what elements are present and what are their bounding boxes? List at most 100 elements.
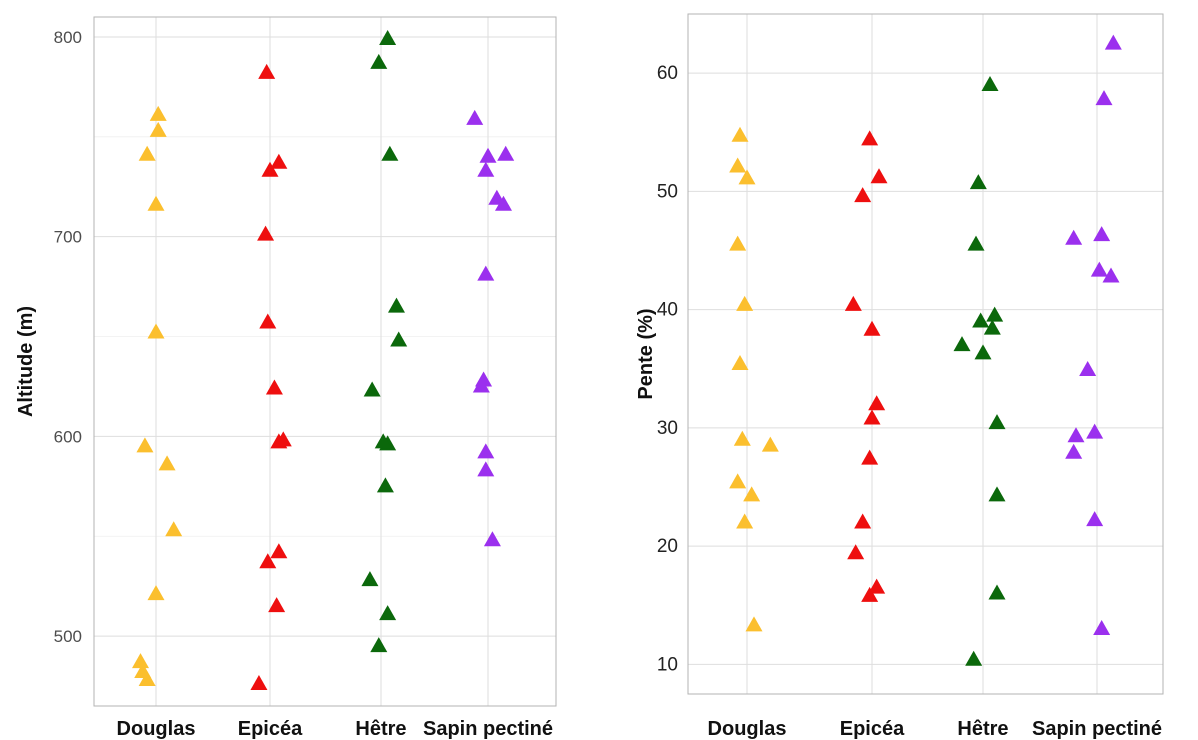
altitude-panel: 500 600 700 800 Douglas Epicéa Hêtre Sapin pect…: [15, 16, 557, 740]
data-point-triangle: [1086, 511, 1104, 527]
data-point-triangle: [1102, 267, 1120, 283]
data-point-triangle: [1086, 423, 1104, 439]
data-point-triangle: [861, 449, 879, 465]
data-point-triangle: [479, 147, 497, 163]
data-point-triangle: [274, 431, 292, 447]
data-point-triangle: [477, 265, 495, 281]
data-point-triangle: [1067, 427, 1085, 443]
data-point-triangle: [379, 29, 397, 45]
data-point-triangle: [259, 553, 277, 569]
y-axis-label: Altitude (m): [15, 306, 37, 417]
x-tick-label: Sapin pectiné: [1032, 718, 1162, 740]
data-point-triangle: [165, 521, 183, 537]
data-point-triangle: [1093, 619, 1111, 635]
y-tick-label: 60: [657, 63, 678, 84]
data-point-triangle: [258, 63, 276, 79]
y-tick-label: 50: [657, 181, 678, 202]
data-point-triangle: [147, 195, 165, 211]
data-point-triangle: [1095, 90, 1113, 106]
data-point-triangle: [147, 323, 165, 339]
x-tick-label: Epicéa: [238, 718, 303, 740]
data-point-triangle: [1090, 261, 1108, 277]
y-tick-label: 30: [657, 418, 678, 439]
panel-border: [687, 13, 1164, 695]
data-point-triangle: [981, 75, 999, 91]
data-point-triangle: [257, 225, 275, 241]
y-tick-label: 800: [54, 28, 82, 47]
data-point-triangle: [363, 381, 381, 397]
data-point-triangle: [374, 433, 392, 449]
data-point-triangle: [466, 109, 484, 125]
x-tick-label: Hêtre: [355, 718, 406, 740]
data-point-triangle: [387, 297, 405, 313]
data-point-triangle: [259, 313, 277, 329]
data-point-triangle: [988, 584, 1006, 600]
data-point-triangle: [861, 586, 879, 602]
y-tick-label: 500: [54, 627, 82, 646]
data-point-triangle: [376, 477, 394, 493]
data-point-triangle: [745, 616, 763, 632]
data-point-triangle: [969, 174, 987, 190]
data-point-triangle: [854, 513, 872, 529]
data-point-triangle: [477, 161, 495, 177]
data-point-triangle: [729, 235, 747, 251]
data-point-triangle: [868, 578, 886, 594]
data-point-triangle: [270, 543, 288, 559]
data-point-triangle: [983, 319, 1001, 335]
data-point-triangle: [972, 312, 990, 328]
data-point-triangle: [136, 437, 154, 453]
data-point-triangle: [729, 157, 747, 173]
data-point-triangle: [736, 295, 754, 311]
data-point-triangle: [147, 585, 165, 601]
data-point-triangle: [477, 461, 495, 477]
data-point-triangle: [1065, 443, 1083, 459]
data-point-triangle: [1104, 34, 1122, 50]
data-point-triangle: [158, 455, 176, 471]
data-point-triangle: [265, 379, 283, 395]
data-point-triangle: [974, 344, 992, 360]
data-point-triangle: [1065, 229, 1083, 245]
y-tick-label: 600: [54, 427, 82, 446]
data-point-triangle: [870, 168, 888, 184]
y-tick-label: 20: [657, 536, 678, 557]
x-tick-label: Hêtre: [957, 718, 1008, 740]
data-point-triangle: [134, 663, 152, 679]
data-point-triangle: [986, 306, 1004, 322]
data-point-triangle: [270, 153, 288, 169]
data-point-triangle: [488, 189, 506, 205]
data-point-triangle: [847, 544, 865, 560]
data-point-triangle: [483, 531, 501, 547]
data-point-triangle: [390, 331, 408, 347]
data-point-triangle: [477, 443, 495, 459]
data-point-triangle: [863, 409, 881, 425]
x-tick-label: Epicéa: [840, 718, 905, 740]
data-point-triangle: [731, 355, 749, 371]
x-tick-label: Douglas: [708, 718, 787, 740]
x-tick-label: Sapin pectiné: [423, 718, 553, 740]
data-point-triangle: [149, 121, 167, 137]
data-point-triangle: [250, 675, 268, 691]
data-point-triangle: [738, 169, 756, 185]
pente-panel: 10 20 30 40 50 60 Douglas Epicéa Hêtre Sapin pect…: [635, 13, 1164, 740]
x-tick-label: Douglas: [117, 718, 196, 740]
data-point-triangle: [138, 145, 156, 161]
y-tick-label: 700: [54, 228, 82, 247]
data-point-triangle: [138, 671, 156, 687]
data-point-triangle: [729, 473, 747, 489]
data-point-triangle: [761, 436, 779, 452]
data-point-triangle: [475, 371, 493, 387]
data-point-triangle: [868, 395, 886, 411]
data-point-triangle: [967, 235, 985, 251]
data-point-triangle: [370, 53, 388, 69]
data-point-triangle: [261, 161, 279, 177]
data-point-triangle: [844, 295, 862, 311]
data-point-triangle: [379, 605, 397, 621]
data-point-triangle: [370, 637, 388, 653]
y-tick-label: 10: [657, 654, 678, 675]
data-point-triangle: [381, 145, 399, 161]
y-axis-label: Pente (%): [635, 308, 657, 399]
data-point-triangle: [861, 130, 879, 146]
data-point-triangle: [733, 430, 751, 446]
data-point-triangle: [132, 653, 150, 669]
